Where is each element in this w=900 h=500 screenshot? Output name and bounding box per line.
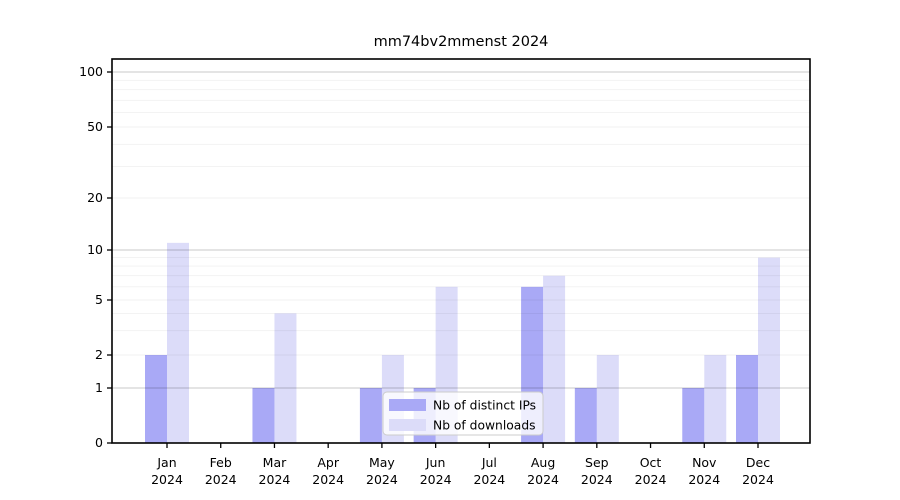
x-tick-label-month-dec: Dec xyxy=(746,455,770,470)
x-tick-label-month-jul: Jul xyxy=(481,455,497,470)
y-tick-label-0: 0 xyxy=(95,435,103,450)
x-tick-label-month-jan: Jan xyxy=(156,455,176,470)
y-tick-label-5: 5 xyxy=(95,292,103,307)
y-tick-label-100: 100 xyxy=(79,64,103,79)
bar-downloads-jan xyxy=(167,242,189,443)
x-tick-label-month-nov: Nov xyxy=(692,455,717,470)
x-tick-label-year-mar: 2024 xyxy=(259,472,291,487)
legend-label-downloads: Nb of downloads xyxy=(433,419,536,433)
legend-swatch-downloads xyxy=(389,419,426,431)
x-tick-label-month-jun: Jun xyxy=(425,455,446,470)
bar-downloads-dec xyxy=(758,257,780,443)
x-tick-label-year-jan: 2024 xyxy=(151,472,183,487)
x-tick-label-year-jun: 2024 xyxy=(420,472,452,487)
legend-label-distinct-ips: Nb of distinct IPs xyxy=(433,399,536,413)
x-tick-label-year-jul: 2024 xyxy=(473,472,505,487)
bar-distinct-ips-dec xyxy=(736,355,758,443)
plot-frame xyxy=(111,58,811,444)
y-tick-label-2: 2 xyxy=(95,347,103,362)
x-tick-label-month-mar: Mar xyxy=(263,455,287,470)
bar-distinct-ips-sep xyxy=(574,388,597,443)
x-tick-label-year-feb: 2024 xyxy=(205,472,237,487)
chart-title: mm74bv2mmenst 2024 xyxy=(374,34,549,50)
x-tick-label-year-may: 2024 xyxy=(366,472,398,487)
bar-downloads-sep xyxy=(596,355,619,443)
bar-distinct-ips-jan xyxy=(145,355,167,443)
x-tick-label-year-apr: 2024 xyxy=(312,472,344,487)
y-tick-label-50: 50 xyxy=(87,119,103,134)
bar-distinct-ips-mar xyxy=(252,388,275,443)
plot-area xyxy=(112,59,810,443)
bar-downloads-mar xyxy=(274,313,297,443)
x-tick-label-year-sep: 2024 xyxy=(581,472,613,487)
y-tick-label-20: 20 xyxy=(87,190,103,205)
x-tick-label-year-dec: 2024 xyxy=(742,472,774,487)
bar-distinct-ips-nov xyxy=(682,388,705,443)
x-tick-label-month-apr: Apr xyxy=(317,455,339,470)
legend-swatch-distinct-ips xyxy=(389,399,426,411)
x-tick-label-year-aug: 2024 xyxy=(527,472,559,487)
y-tick-label-1: 1 xyxy=(95,380,103,395)
y-tick-label-10: 10 xyxy=(87,242,103,257)
x-tick-label-month-sep: Sep xyxy=(585,455,609,470)
bar-downloads-nov xyxy=(704,355,727,443)
x-tick-label-month-feb: Feb xyxy=(210,455,232,470)
bar-downloads-aug xyxy=(543,275,566,443)
x-tick-label-month-aug: Aug xyxy=(531,455,555,470)
x-tick-label-month-may: May xyxy=(369,455,395,470)
x-tick-label-month-oct: Oct xyxy=(640,455,662,470)
x-tick-label-year-nov: 2024 xyxy=(688,472,720,487)
bar-distinct-ips-may xyxy=(359,388,382,443)
x-tick-label-year-oct: 2024 xyxy=(635,472,667,487)
